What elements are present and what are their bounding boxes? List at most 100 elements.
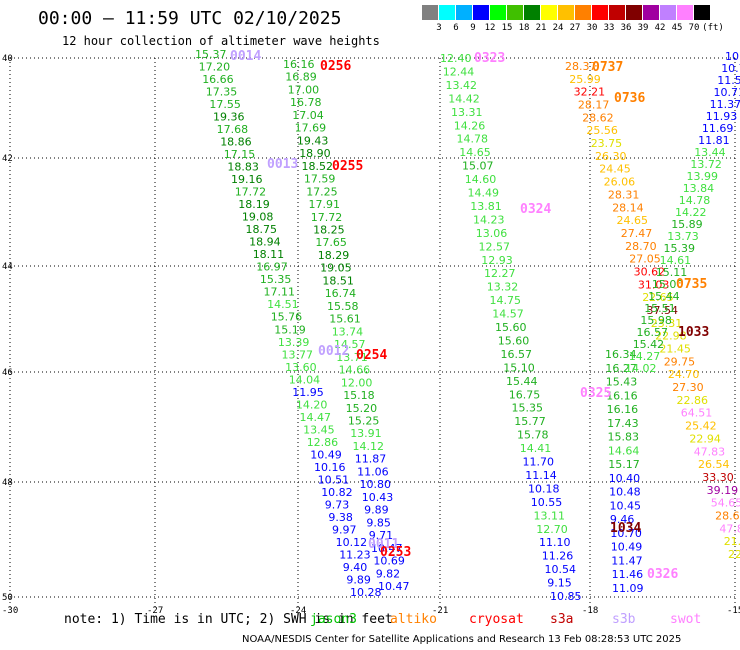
track3-value: 14.65 xyxy=(459,146,491,159)
track4-value: 24.65 xyxy=(617,214,649,227)
lon-label: -24 xyxy=(290,606,306,616)
color-swatch xyxy=(422,5,438,20)
track4-value: 28.37 xyxy=(565,60,597,73)
track1-value: 10.49 xyxy=(310,448,342,461)
track2-value: 16.78 xyxy=(290,96,322,109)
track3-value: 14.57 xyxy=(492,308,524,321)
pass-label: 0012 xyxy=(318,344,349,359)
track2-value: 19.05 xyxy=(320,262,352,275)
track4-value: 54.65 xyxy=(711,497,740,510)
track5-value: 11.46 xyxy=(612,568,644,581)
track4-value: 26.54 xyxy=(698,458,730,471)
track4-value: 26.06 xyxy=(604,176,636,189)
track3-value: 13.81 xyxy=(470,200,502,213)
track1-value: 15.35 xyxy=(260,273,292,286)
track2-value: 11.87 xyxy=(355,453,387,466)
track4-value: 47.83 xyxy=(694,445,726,458)
track6-value: 11.37 xyxy=(710,98,740,111)
track3-value: 11.10 xyxy=(539,536,571,549)
track3-value: 10.55 xyxy=(531,496,563,509)
track3-value: 10.54 xyxy=(545,563,577,576)
track4-value: 28.14 xyxy=(612,201,644,214)
track1-value: 13.60 xyxy=(285,361,317,374)
lat-label: 50 xyxy=(2,593,13,603)
track1-value: 15.37 xyxy=(195,48,227,61)
track3-value: 15.60 xyxy=(495,321,527,334)
track1-value: 10.16 xyxy=(314,461,346,474)
track1-value: 14.20 xyxy=(296,398,328,411)
legend-altiko: altiko xyxy=(390,612,437,627)
color-swatch xyxy=(575,5,591,20)
track4-value: 32.21 xyxy=(574,86,606,99)
color-scale-label: 21 xyxy=(535,23,547,33)
track2-value: 16.89 xyxy=(285,71,317,84)
track1-value: 12.86 xyxy=(307,436,339,449)
pass-label: 0323 xyxy=(474,51,505,66)
track4-value: 31.03 xyxy=(638,278,670,291)
track1-value: 17.72 xyxy=(235,186,267,199)
color-scale-label: 12 xyxy=(484,23,496,33)
pass-label: 1034 xyxy=(610,521,641,536)
legend-jason3: jason3 xyxy=(310,612,357,627)
track4-value: 25.56 xyxy=(586,124,618,137)
track4-value: 25.42 xyxy=(685,420,717,433)
track5-value: 10.40 xyxy=(609,472,641,485)
color-scale-label: 39 xyxy=(637,23,649,33)
color-swatch xyxy=(660,5,676,20)
track1-value: 15.19 xyxy=(274,323,306,336)
track2-value: 15.25 xyxy=(348,415,380,428)
color-swatch xyxy=(507,5,523,20)
track1-value: 10.51 xyxy=(318,473,350,486)
color-scale-label: 36 xyxy=(620,23,632,33)
track2-value: 17.91 xyxy=(309,198,341,211)
color-swatch xyxy=(456,5,472,20)
track2-value: 10.43 xyxy=(362,491,394,504)
track6-value: 13.73 xyxy=(667,230,699,243)
track3-value: 14.60 xyxy=(465,173,497,186)
pass-label: 0013 xyxy=(267,157,298,172)
track6-value: 13.44 xyxy=(694,146,726,159)
color-swatch xyxy=(558,5,574,20)
track4-value: 23.31 xyxy=(651,317,683,330)
track4-value: 21.45 xyxy=(659,343,691,356)
track5-value: 11.09 xyxy=(612,582,644,595)
track2-value: 14.57 xyxy=(334,338,366,351)
track2-value: 16.16 xyxy=(283,58,315,71)
track2-value: 18.25 xyxy=(313,224,345,237)
pass-label: 0014 xyxy=(230,49,261,64)
track3-value: 13.42 xyxy=(446,79,478,92)
track3-value: 16.57 xyxy=(501,348,533,361)
track1-value: 14.04 xyxy=(289,373,321,386)
color-scale-label: 3 xyxy=(436,23,442,33)
color-swatch xyxy=(473,5,489,20)
pass-label: 0253 xyxy=(380,545,411,560)
track1-value: 19.08 xyxy=(242,211,274,224)
track1-value: 10.28 xyxy=(350,586,382,599)
track1-value: 13.45 xyxy=(303,423,335,436)
track1-value: 18.11 xyxy=(253,248,285,261)
track1-value: 13.77 xyxy=(282,348,314,361)
track3-value: 15.07 xyxy=(462,160,494,173)
lat-label: 48 xyxy=(2,478,13,488)
color-swatch xyxy=(626,5,642,20)
track3-value: 10.18 xyxy=(528,482,560,495)
track2-value: 15.58 xyxy=(327,300,359,313)
track2-value: 15.61 xyxy=(329,313,361,326)
track1-value: 17.20 xyxy=(199,61,231,74)
track2-value: 10.47 xyxy=(371,542,403,555)
track5-value: 16.16 xyxy=(606,389,638,402)
track2-value: 10.80 xyxy=(360,478,392,491)
track2-value: 14.66 xyxy=(339,364,371,377)
track4-value: 28.70 xyxy=(625,240,657,253)
pass-label: 0737 xyxy=(592,60,623,75)
track6-value: 15.11 xyxy=(656,266,688,279)
pass-label: 0735 xyxy=(676,277,707,292)
track4-value: 28.31 xyxy=(608,188,640,201)
legend-swot: swot xyxy=(670,612,702,627)
track3-value: 13.11 xyxy=(534,509,566,522)
track1-value: 18.19 xyxy=(238,198,269,211)
color-scale-label: 30 xyxy=(586,23,598,33)
pass-label: 1033 xyxy=(678,325,709,340)
track2-value: 10.69 xyxy=(373,555,405,568)
lat-label: 46 xyxy=(2,368,13,378)
